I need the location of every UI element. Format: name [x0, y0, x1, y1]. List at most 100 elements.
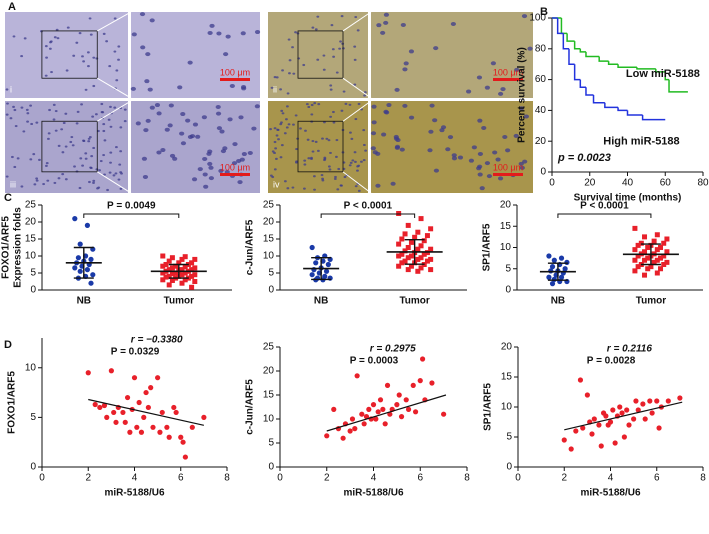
point: [370, 402, 377, 408]
cell: [492, 150, 498, 155]
scale-label: 100 μm: [493, 67, 523, 77]
dot: [179, 256, 185, 262]
cell: [231, 161, 238, 166]
cell: [518, 161, 524, 166]
cell: [329, 84, 333, 87]
cell: [215, 111, 222, 116]
point: [596, 422, 602, 428]
cell: [500, 87, 506, 92]
x-tick-label: 0: [39, 473, 45, 484]
cell: [481, 125, 487, 130]
dot: [189, 273, 195, 279]
cell: [354, 15, 358, 19]
point: [97, 404, 103, 411]
cell: [145, 52, 151, 57]
cell: [160, 148, 166, 153]
cell: [52, 103, 56, 106]
dot: [166, 267, 172, 273]
point: [361, 421, 367, 427]
x-tick-label: 8: [700, 473, 706, 484]
y-tick-label: 25: [263, 200, 275, 211]
point: [180, 439, 186, 445]
dot: [651, 259, 657, 265]
zoom-box: [41, 30, 98, 79]
cell: [502, 135, 508, 140]
dot: [88, 280, 94, 286]
cell: [20, 106, 24, 109]
error-bar: [404, 238, 425, 265]
cell: [57, 144, 61, 147]
cell: [348, 164, 352, 167]
dot: [192, 256, 198, 262]
cell: [62, 121, 66, 125]
cell: [168, 103, 174, 108]
cell: [311, 26, 315, 29]
dot: [160, 277, 166, 283]
cell: [156, 111, 162, 116]
cell: [288, 72, 291, 75]
cell: [408, 115, 415, 120]
point: [122, 419, 128, 425]
cell: [519, 165, 525, 170]
cell: [84, 152, 88, 155]
dot: [309, 244, 315, 251]
cell: [91, 115, 95, 118]
dot: [428, 246, 434, 252]
chart: 0 5 10 15 20 25 FOXO1/ARF5 Expression folds NB Tu…: [1, 200, 232, 307]
cell: [251, 126, 257, 131]
cell: [276, 128, 280, 131]
error-bar: [640, 243, 661, 266]
dot: [169, 271, 175, 277]
dot: [654, 257, 660, 263]
cell: [208, 165, 214, 170]
zoom-box: [41, 120, 98, 173]
cell: [147, 87, 153, 92]
dot: [632, 247, 638, 253]
cell: [14, 124, 18, 128]
cell: [123, 108, 127, 111]
cell: [350, 137, 354, 140]
cell: [237, 180, 243, 185]
y-tick-label: 15: [263, 390, 275, 401]
cell: [189, 134, 196, 139]
point: [331, 406, 337, 412]
cell: [329, 115, 333, 118]
y-tick-label: 60: [535, 74, 547, 85]
cell: [22, 130, 26, 133]
cell: [477, 151, 483, 156]
series-label: Low miR-5188: [626, 68, 700, 80]
y-tick-label: 25: [25, 200, 37, 211]
cell: [238, 115, 244, 120]
dot: [88, 256, 94, 262]
cell: [102, 32, 106, 35]
x-tick-label: 6: [654, 473, 660, 484]
dot: [396, 241, 402, 247]
dot: [396, 263, 402, 269]
y-tick-label: 10: [500, 242, 512, 253]
error-bar: [168, 263, 189, 279]
dot: [664, 249, 670, 255]
dot: [90, 272, 96, 278]
point: [145, 404, 151, 411]
dot: [658, 245, 664, 250]
dot: [415, 246, 421, 252]
cell: [285, 118, 288, 121]
point: [104, 414, 110, 420]
cell: [108, 171, 112, 174]
cell: [113, 106, 117, 109]
y-tick-label: 5: [268, 268, 274, 279]
cell: [362, 143, 366, 147]
cell: [35, 179, 39, 182]
dot: [402, 231, 408, 237]
cell: [321, 137, 324, 140]
dot: [658, 266, 664, 272]
cell: [447, 135, 454, 140]
cell: [400, 22, 406, 27]
image-label: i: [10, 84, 12, 94]
cell: [484, 85, 490, 90]
scale-bar: [220, 173, 250, 176]
cell: [303, 159, 307, 162]
cell: [123, 119, 127, 123]
dot: [418, 255, 424, 261]
cell: [33, 183, 37, 186]
